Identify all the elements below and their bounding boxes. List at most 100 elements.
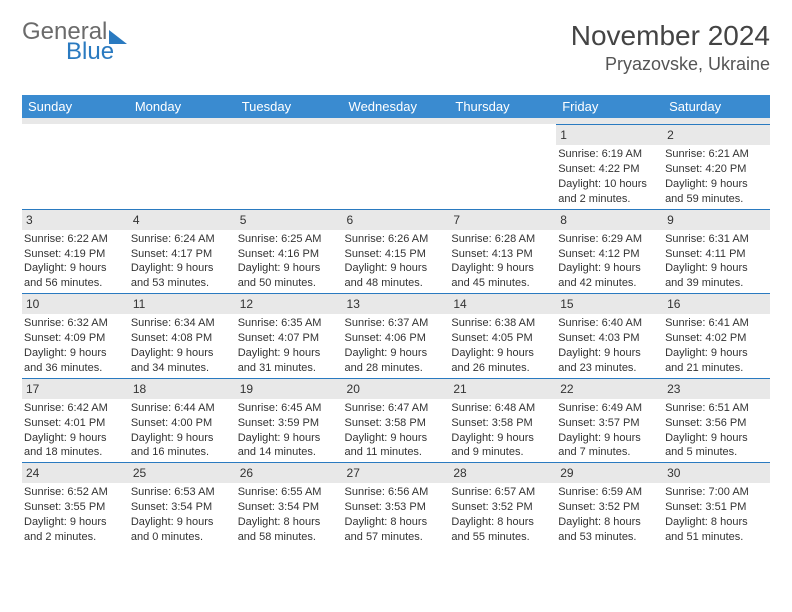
detail-line: and 57 minutes. [345, 530, 448, 545]
detail-line: Daylight: 9 hours [558, 261, 661, 276]
day-details: Sunrise: 6:21 AMSunset: 4:20 PMDaylight:… [663, 145, 770, 208]
month-year: November 2024 [571, 20, 770, 52]
detail-line: Daylight: 9 hours [131, 515, 234, 530]
detail-line: Sunrise: 6:34 AM [131, 316, 234, 331]
day-details: Sunrise: 6:49 AMSunset: 3:57 PMDaylight:… [556, 399, 663, 462]
detail-line: and 53 minutes. [558, 530, 661, 545]
detail-line: Sunset: 4:03 PM [558, 331, 661, 346]
day-number: 6 [343, 209, 450, 230]
day-number: 15 [556, 293, 663, 314]
calendar-week-row: 24Sunrise: 6:52 AMSunset: 3:55 PMDayligh… [22, 462, 770, 547]
detail-line: Sunrise: 6:35 AM [238, 316, 341, 331]
day-details: Sunrise: 6:59 AMSunset: 3:52 PMDaylight:… [556, 483, 663, 546]
day-number: 10 [22, 293, 129, 314]
calendar-body: 1Sunrise: 6:19 AMSunset: 4:22 PMDaylight… [22, 124, 770, 547]
day-number: 12 [236, 293, 343, 314]
detail-line: Daylight: 9 hours [24, 261, 127, 276]
detail-line: Daylight: 9 hours [558, 431, 661, 446]
day-number: 4 [129, 209, 236, 230]
day-number: 11 [129, 293, 236, 314]
detail-line: Sunset: 4:22 PM [558, 162, 661, 177]
calendar-cell [129, 124, 236, 209]
day-number: 1 [556, 124, 663, 145]
day-header-row: Sunday Monday Tuesday Wednesday Thursday… [22, 95, 770, 118]
day-number: 19 [236, 378, 343, 399]
calendar-cell: 8Sunrise: 6:29 AMSunset: 4:12 PMDaylight… [556, 209, 663, 294]
day-details: Sunrise: 6:37 AMSunset: 4:06 PMDaylight:… [343, 314, 450, 377]
day-details: Sunrise: 6:19 AMSunset: 4:22 PMDaylight:… [556, 145, 663, 208]
day-header: Sunday [22, 95, 129, 118]
day-details: Sunrise: 6:38 AMSunset: 4:05 PMDaylight:… [449, 314, 556, 377]
calendar-cell: 14Sunrise: 6:38 AMSunset: 4:05 PMDayligh… [449, 293, 556, 378]
calendar-cell: 11Sunrise: 6:34 AMSunset: 4:08 PMDayligh… [129, 293, 236, 378]
day-header: Friday [556, 95, 663, 118]
calendar-cell: 25Sunrise: 6:53 AMSunset: 3:54 PMDayligh… [129, 462, 236, 547]
location: Pryazovske, Ukraine [571, 54, 770, 75]
detail-line: Daylight: 9 hours [665, 261, 768, 276]
detail-line: Sunset: 3:54 PM [131, 500, 234, 515]
detail-line: Daylight: 10 hours [558, 177, 661, 192]
calendar-cell: 27Sunrise: 6:56 AMSunset: 3:53 PMDayligh… [343, 462, 450, 547]
detail-line: Sunrise: 6:19 AM [558, 147, 661, 162]
day-details: Sunrise: 6:32 AMSunset: 4:09 PMDaylight:… [22, 314, 129, 377]
detail-line: Daylight: 9 hours [451, 346, 554, 361]
detail-line: Sunrise: 6:40 AM [558, 316, 661, 331]
detail-line: Daylight: 9 hours [665, 177, 768, 192]
detail-line: Daylight: 9 hours [451, 261, 554, 276]
calendar-week-row: 17Sunrise: 6:42 AMSunset: 4:01 PMDayligh… [22, 378, 770, 463]
day-number: 20 [343, 378, 450, 399]
detail-line: Daylight: 9 hours [131, 346, 234, 361]
calendar-cell: 23Sunrise: 6:51 AMSunset: 3:56 PMDayligh… [663, 378, 770, 463]
calendar-cell: 29Sunrise: 6:59 AMSunset: 3:52 PMDayligh… [556, 462, 663, 547]
detail-line: Sunrise: 6:57 AM [451, 485, 554, 500]
calendar-cell: 1Sunrise: 6:19 AMSunset: 4:22 PMDaylight… [556, 124, 663, 209]
detail-line: Sunrise: 6:55 AM [238, 485, 341, 500]
detail-line: Sunrise: 6:24 AM [131, 232, 234, 247]
detail-line: Daylight: 9 hours [24, 431, 127, 446]
detail-line: Sunset: 4:17 PM [131, 247, 234, 262]
calendar-table: Sunday Monday Tuesday Wednesday Thursday… [22, 95, 770, 547]
detail-line: Sunset: 4:00 PM [131, 416, 234, 431]
page-header: GeneralBlue November 2024 Pryazovske, Uk… [0, 0, 792, 85]
day-details: Sunrise: 6:29 AMSunset: 4:12 PMDaylight:… [556, 230, 663, 293]
day-number: 18 [129, 378, 236, 399]
day-number: 29 [556, 462, 663, 483]
day-number: 7 [449, 209, 556, 230]
detail-line: and 48 minutes. [345, 276, 448, 291]
day-details: Sunrise: 6:31 AMSunset: 4:11 PMDaylight:… [663, 230, 770, 293]
detail-line: Daylight: 9 hours [238, 346, 341, 361]
calendar-cell: 7Sunrise: 6:28 AMSunset: 4:13 PMDaylight… [449, 209, 556, 294]
detail-line: and 23 minutes. [558, 361, 661, 376]
day-header: Wednesday [343, 95, 450, 118]
day-number: 9 [663, 209, 770, 230]
detail-line: and 2 minutes. [558, 192, 661, 207]
calendar-cell: 28Sunrise: 6:57 AMSunset: 3:52 PMDayligh… [449, 462, 556, 547]
day-number: 28 [449, 462, 556, 483]
day-details: Sunrise: 6:57 AMSunset: 3:52 PMDaylight:… [449, 483, 556, 546]
detail-line: and 50 minutes. [238, 276, 341, 291]
detail-line: Sunrise: 6:44 AM [131, 401, 234, 416]
day-details: Sunrise: 6:26 AMSunset: 4:15 PMDaylight:… [343, 230, 450, 293]
detail-line: Daylight: 9 hours [558, 346, 661, 361]
detail-line: and 59 minutes. [665, 192, 768, 207]
day-number: 14 [449, 293, 556, 314]
detail-line: Sunset: 3:55 PM [24, 500, 127, 515]
day-details: Sunrise: 6:22 AMSunset: 4:19 PMDaylight:… [22, 230, 129, 293]
day-header: Tuesday [236, 95, 343, 118]
day-details: Sunrise: 6:51 AMSunset: 3:56 PMDaylight:… [663, 399, 770, 462]
calendar-cell: 9Sunrise: 6:31 AMSunset: 4:11 PMDaylight… [663, 209, 770, 294]
detail-line: and 18 minutes. [24, 445, 127, 460]
detail-line: Daylight: 8 hours [345, 515, 448, 530]
day-details: Sunrise: 6:41 AMSunset: 4:02 PMDaylight:… [663, 314, 770, 377]
detail-line: Sunrise: 6:38 AM [451, 316, 554, 331]
logo: GeneralBlue [22, 20, 127, 64]
day-header: Thursday [449, 95, 556, 118]
detail-line: Sunrise: 6:49 AM [558, 401, 661, 416]
detail-line: Daylight: 9 hours [238, 261, 341, 276]
calendar-cell [449, 124, 556, 209]
day-header: Saturday [663, 95, 770, 118]
day-details: Sunrise: 6:45 AMSunset: 3:59 PMDaylight:… [236, 399, 343, 462]
detail-line: and 16 minutes. [131, 445, 234, 460]
detail-line: Daylight: 9 hours [345, 431, 448, 446]
detail-line: Sunset: 4:07 PM [238, 331, 341, 346]
